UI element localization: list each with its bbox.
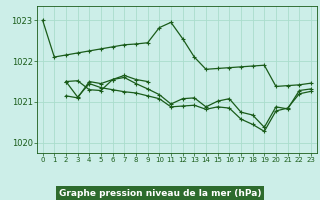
Text: Graphe pression niveau de la mer (hPa): Graphe pression niveau de la mer (hPa)	[59, 189, 261, 198]
